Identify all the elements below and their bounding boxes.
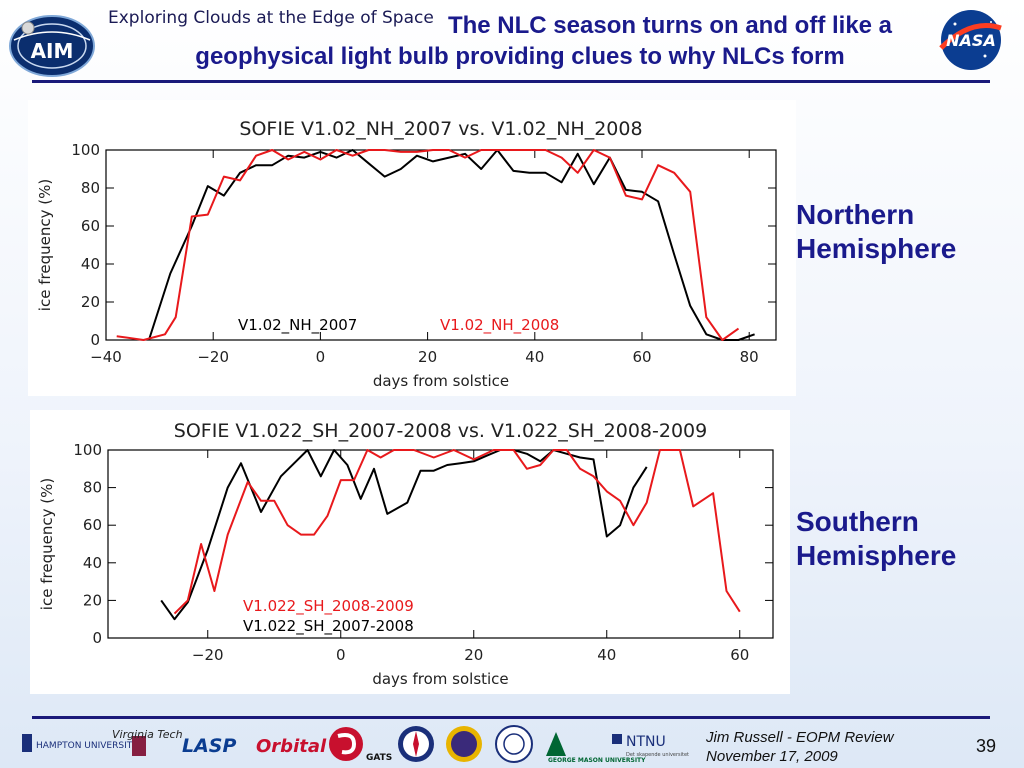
nh-x-tick-label: 0 <box>316 348 326 366</box>
nh-y-tick-label: 80 <box>81 179 100 197</box>
page-number: 39 <box>976 736 997 756</box>
ntnu-subtitle: Det skapende universitet <box>626 752 689 758</box>
footer-divider <box>32 716 990 719</box>
northern-label-line-2: Hemisphere <box>796 233 957 264</box>
sh-chart-title: SOFIE V1.022_SH_2007-2008 vs. V1.022_SH_… <box>174 420 707 442</box>
nh-chart: SOFIE V1.02_NH_2007 vs. V1.02_NH_2008 −40… <box>28 100 796 396</box>
nh-chart-title: SOFIE V1.02_NH_2007 vs. V1.02_NH_2008 <box>239 118 642 140</box>
southern-hemisphere-label: Southern Hemisphere <box>796 505 956 573</box>
virginia-tech-logo: Virginia Tech <box>112 728 183 756</box>
nasa-logo: NASA <box>939 10 1002 70</box>
sh-y-tick-label: 100 <box>73 441 102 459</box>
sh-x-tick-label: 40 <box>597 646 616 664</box>
sh-series-line-2 <box>173 449 741 615</box>
sh-chart: SOFIE V1.022_SH_2007-2008 vs. V1.022_SH_… <box>30 410 790 694</box>
nh-legend-entry-1: V1.02_NH_2007 <box>238 316 357 335</box>
university-seal-logo-1 <box>446 726 482 762</box>
orbital-logo: Orbital <box>256 736 327 757</box>
george-mason-logo: GEORGE MASON UNIVERSITY <box>546 732 646 764</box>
sh-y-tick-label: 80 <box>83 479 102 497</box>
nh-series-line-1 <box>147 149 755 341</box>
northern-hemisphere-label: Northern Hemisphere <box>796 198 956 266</box>
nh-y-tick-label: 60 <box>81 217 100 235</box>
nh-x-tick-label: 40 <box>525 348 544 366</box>
nh-plot-frame <box>105 149 777 341</box>
sh-legend-entry-1: V1.022_SH_2007-2008 <box>243 617 414 636</box>
sh-x-tick-label: 60 <box>730 646 749 664</box>
title-line-1: The NLC season turns on and off like a <box>447 12 893 39</box>
university-seal-logo-2 <box>495 725 533 763</box>
gats-logo: GATS <box>329 727 392 763</box>
sh-y-tick-label: 20 <box>83 591 102 609</box>
nh-x-tick-label: 60 <box>632 348 651 366</box>
hampton-logo-text: HAMPTON UNIVERSITY <box>36 741 138 751</box>
partner-logos: HAMPTON UNIVERSITY Virginia Tech LASP Or… <box>22 725 689 764</box>
sh-legend-entry-2: V1.022_SH_2008-2009 <box>243 597 414 616</box>
hampton-logo: HAMPTON UNIVERSITY <box>22 734 138 752</box>
nh-y-tick-label: 0 <box>90 331 100 349</box>
nasa-logo-text: NASA <box>946 31 996 50</box>
date-line: November 17, 2009 <box>706 748 838 765</box>
nh-x-tick-label: 80 <box>740 348 759 366</box>
sh-y-tick-label: 0 <box>92 629 102 647</box>
nh-series-line-2 <box>116 149 740 341</box>
aim-logo-text: AIM <box>31 39 74 63</box>
sh-y-axis-label: ice frequency (%) <box>38 478 56 610</box>
southern-label-line-1: Southern <box>796 506 919 537</box>
virginia-tech-logo-text: Virginia Tech <box>112 728 183 741</box>
sh-y-tick-label: 60 <box>83 516 102 534</box>
sh-plot-frame <box>107 449 774 639</box>
slide-title: The NLC season turns on and off like a g… <box>110 10 930 72</box>
mission-tagline: Exploring Clouds at the Edge of Space <box>108 8 434 28</box>
nh-x-axis-label: days from solstice <box>373 372 509 390</box>
gats-logo-text: GATS <box>366 753 392 763</box>
compass-seal-logo <box>398 726 434 762</box>
aim-logo: AIM <box>9 15 95 77</box>
author-line: Jim Russell - EOPM Review <box>706 729 894 746</box>
southern-label-line-2: Hemisphere <box>796 540 957 571</box>
footer-author: Jim Russell - EOPM Review November 17, 2… <box>706 728 894 766</box>
ntnu-logo: NTNU Det skapende universitet <box>612 734 689 758</box>
title-line-2: geophysical light bulb providing clues t… <box>195 43 845 70</box>
sh-x-tick-label: 20 <box>464 646 483 664</box>
lasp-logo: LASP <box>182 735 236 757</box>
northern-label-line-1: Northern <box>796 199 915 230</box>
sh-y-tick-label: 40 <box>83 554 102 572</box>
nh-x-tick-label: 20 <box>418 348 437 366</box>
nh-legend-entry-2: V1.02_NH_2008 <box>440 316 559 335</box>
george-mason-logo-text: GEORGE MASON UNIVERSITY <box>548 757 646 764</box>
sh-x-axis-label: days from solstice <box>372 670 508 688</box>
nh-x-tick-label: −40 <box>90 348 122 366</box>
sh-x-tick-label: 0 <box>336 646 346 664</box>
nh-y-tick-label: 20 <box>81 293 100 311</box>
nh-y-axis-label: ice frequency (%) <box>36 179 54 311</box>
nh-x-tick-label: −20 <box>197 348 229 366</box>
nh-y-tick-label: 40 <box>81 255 100 273</box>
sh-x-tick-label: −20 <box>192 646 224 664</box>
nh-y-tick-label: 100 <box>71 141 100 159</box>
sh-series-line-1 <box>160 449 648 621</box>
ntnu-logo-text: NTNU <box>626 734 666 750</box>
header-divider <box>32 80 990 83</box>
